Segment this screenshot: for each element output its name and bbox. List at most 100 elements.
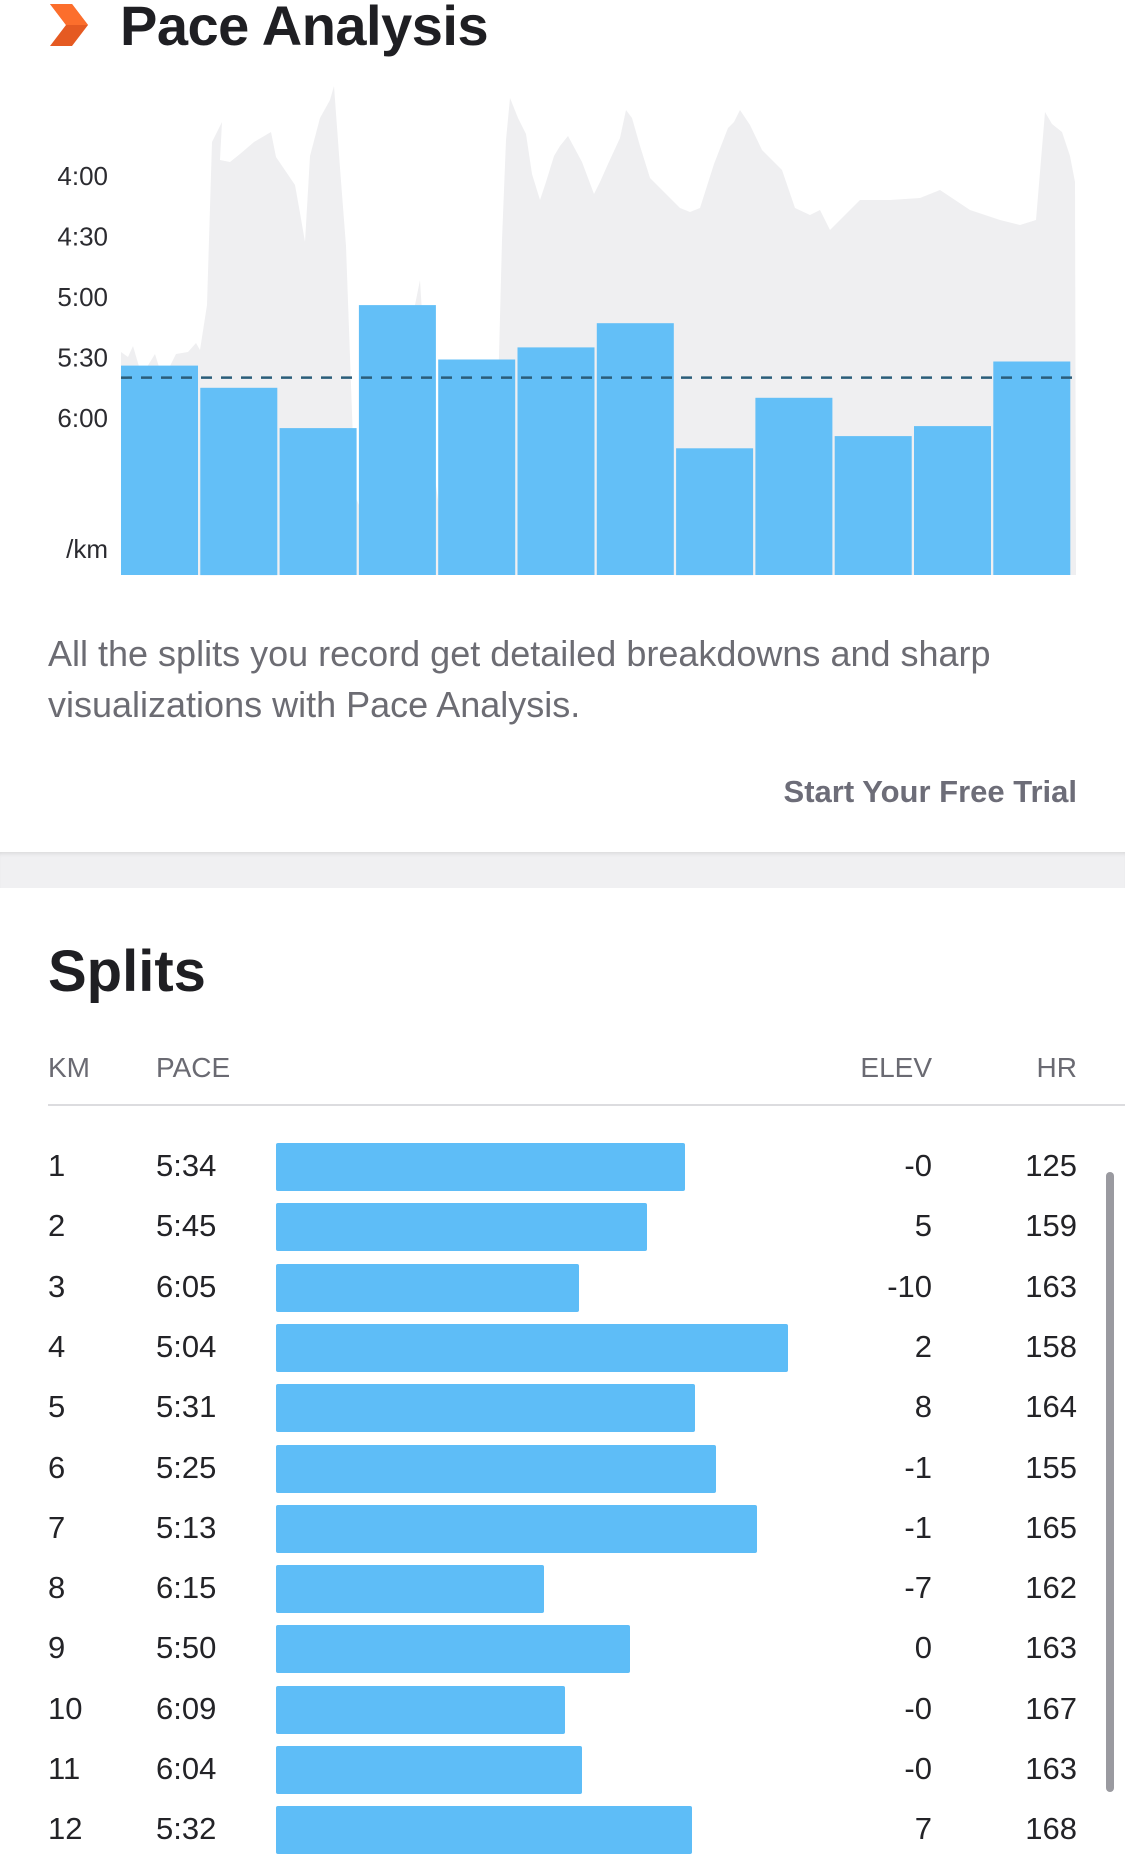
split-row: 7 5:13 -1 165	[0, 1500, 1125, 1560]
y-tick-label: 4:30	[57, 222, 108, 252]
column-header-hr: HR	[1036, 1052, 1077, 1083]
split-pace-bar	[276, 1203, 647, 1252]
pace-bar-km-6	[517, 347, 595, 575]
split-elevation: 8	[914, 1389, 932, 1425]
split-heart-rate: 163	[1025, 1751, 1077, 1786]
split-pace-bar	[276, 1625, 630, 1674]
split-heart-rate: 162	[1025, 1570, 1077, 1606]
split-pace: 6:04	[156, 1751, 217, 1786]
chevron-right-icon	[48, 2, 90, 48]
split-row: 6 5:25 -1 155	[0, 1440, 1125, 1500]
split-elevation: -7	[904, 1570, 932, 1606]
pace-bar-km-8	[676, 448, 754, 576]
pace-bar-km-12	[993, 361, 1071, 575]
scrollbar[interactable]	[1106, 1172, 1114, 1792]
split-pace-bar	[276, 1263, 579, 1312]
split-pace-bar	[276, 1323, 788, 1372]
pace-bar-km-2	[200, 387, 278, 576]
split-row: 10 6:09 -0 167	[0, 1681, 1125, 1741]
split-heart-rate: 158	[1025, 1328, 1077, 1364]
split-row: 8 6:15 -7 162	[0, 1560, 1125, 1620]
split-pace: 5:13	[156, 1509, 217, 1545]
column-header-pace: PACE	[156, 1052, 231, 1083]
split-pace: 5:34	[156, 1148, 217, 1183]
split-heart-rate: 163	[1025, 1630, 1077, 1666]
split-pace-bar	[276, 1444, 716, 1493]
split-pace-bar	[276, 1565, 544, 1614]
split-elevation: 5	[914, 1208, 932, 1244]
split-heart-rate: 155	[1025, 1449, 1077, 1485]
split-pace-bar	[276, 1143, 685, 1191]
split-km: 4	[48, 1328, 66, 1364]
split-pace: 6:15	[156, 1570, 217, 1606]
split-pace-bar	[276, 1504, 757, 1553]
split-heart-rate: 167	[1025, 1690, 1077, 1726]
pace-bar-km-11	[914, 426, 991, 575]
section-divider	[0, 852, 1125, 888]
split-km: 8	[48, 1570, 66, 1606]
split-row: 4 5:04 2 158	[0, 1319, 1125, 1379]
split-km: 6	[48, 1449, 66, 1485]
split-heart-rate: 163	[1025, 1268, 1077, 1304]
split-km: 12	[48, 1811, 83, 1847]
split-row: 12 5:32 7 168	[0, 1801, 1125, 1861]
split-pace-bar	[276, 1746, 582, 1794]
pace-bar-km-1	[121, 365, 198, 575]
split-km: 5	[48, 1389, 66, 1425]
pace-analysis-section: Pace Analysis 4:00 4:30 5:00 5:30 6:00/km Al…	[0, 0, 1125, 852]
split-heart-rate: 164	[1025, 1389, 1077, 1425]
pace-analysis-header: Pace Analysis	[48, 0, 489, 60]
split-pace-bar	[276, 1384, 695, 1433]
pace-bar-km-7	[596, 323, 674, 575]
column-header-km: KM	[48, 1052, 90, 1083]
split-heart-rate: 168	[1025, 1811, 1077, 1847]
split-elevation: -1	[904, 1509, 932, 1545]
split-pace: 6:05	[156, 1268, 217, 1304]
split-km: 1	[48, 1148, 66, 1183]
split-row: 11 6:04 -0 163	[0, 1741, 1125, 1801]
start-free-trial-button[interactable]: Start Your Free Trial	[783, 774, 1077, 809]
split-elevation: -0	[904, 1148, 932, 1183]
split-row: 3 6:05 -10 163	[0, 1259, 1125, 1319]
y-tick-label: 5:00	[57, 282, 108, 312]
y-unit-label: /km	[66, 534, 108, 564]
split-pace: 5:31	[156, 1389, 217, 1425]
split-pace: 5:32	[156, 1811, 217, 1847]
pace-bar-km-10	[834, 436, 912, 575]
splits-title: Splits	[48, 939, 206, 1004]
split-elevation: 0	[914, 1630, 932, 1666]
split-pace: 5:50	[156, 1630, 217, 1666]
split-pace: 5:04	[156, 1328, 217, 1364]
split-km: 3	[48, 1268, 66, 1304]
pace-analysis-description: All the splits you record get detailed b…	[48, 633, 991, 725]
pace-bar-km-9	[755, 397, 833, 575]
column-header-elev: ELEV	[860, 1052, 932, 1083]
split-km: 2	[48, 1208, 66, 1244]
split-elevation: 2	[914, 1328, 932, 1364]
pace-bar-km-5	[438, 359, 516, 575]
split-elevation: 7	[914, 1811, 932, 1847]
split-row: 5 5:31 8 164	[0, 1379, 1125, 1439]
split-row: 2 5:45 5 159	[0, 1198, 1125, 1258]
y-tick-label: 4:00	[57, 161, 108, 191]
split-km: 9	[48, 1630, 66, 1666]
split-heart-rate: 165	[1025, 1509, 1077, 1545]
splits-section: Splits KM PACE ELEV HR 1 5:34 -0 12 5 2 5:45 5 1…	[0, 888, 1125, 1862]
split-km: 10	[48, 1690, 83, 1726]
y-tick-label: 5:30	[57, 343, 108, 373]
split-heart-rate: 159	[1025, 1208, 1077, 1244]
pace-chart: 4:00 4:30 5:00 5:30 6:00/km	[57, 86, 1076, 576]
split-pace-bar	[276, 1806, 692, 1855]
split-pace: 5:25	[156, 1449, 217, 1485]
split-row: 1 5:34 -0 125	[0, 1138, 1125, 1198]
split-pace: 6:09	[156, 1690, 217, 1726]
split-pace: 5:45	[156, 1208, 217, 1244]
header-divider	[48, 1104, 1125, 1106]
split-km: 7	[48, 1509, 66, 1545]
split-km: 11	[48, 1751, 81, 1786]
split-elevation: -1	[904, 1449, 932, 1485]
split-elevation: -0	[904, 1751, 932, 1786]
pace-bar-km-4	[358, 305, 436, 575]
y-tick-label: 6:00	[57, 403, 108, 433]
pace-analysis-title: Pace Analysis	[120, 0, 489, 57]
